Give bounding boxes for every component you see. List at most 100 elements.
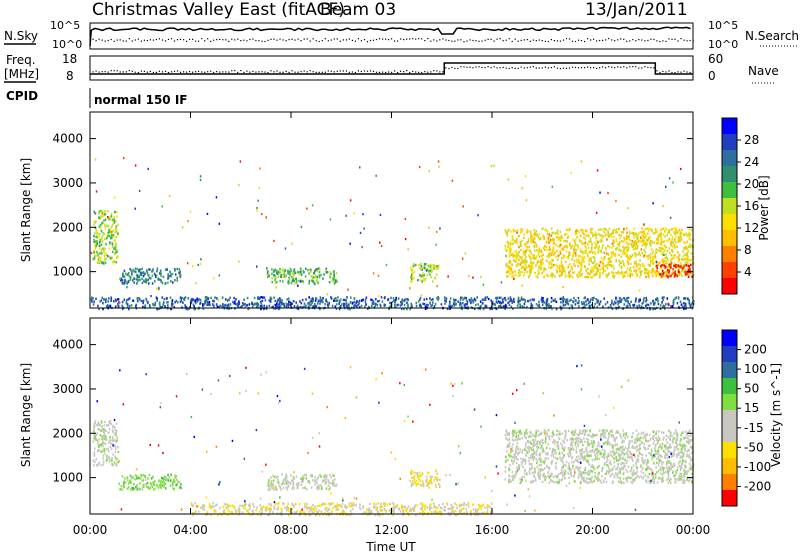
data-point bbox=[147, 278, 149, 281]
data-point bbox=[264, 299, 267, 302]
data-point bbox=[102, 261, 105, 264]
data-point bbox=[345, 299, 347, 302]
data-point bbox=[394, 305, 396, 308]
data-point bbox=[549, 447, 551, 450]
data-point bbox=[529, 268, 531, 272]
data-point bbox=[97, 258, 100, 261]
data-point bbox=[629, 266, 632, 270]
data-point bbox=[612, 303, 615, 306]
data-point bbox=[656, 269, 658, 273]
nave-dot bbox=[183, 71, 185, 73]
data-point bbox=[202, 303, 205, 307]
data-point bbox=[666, 265, 669, 269]
data-point bbox=[684, 480, 686, 483]
data-point bbox=[379, 303, 382, 306]
data-point bbox=[595, 211, 598, 214]
data-point bbox=[535, 303, 538, 306]
data-point bbox=[281, 299, 283, 302]
data-point bbox=[550, 274, 552, 277]
data-point bbox=[676, 273, 678, 277]
data-point bbox=[150, 483, 153, 486]
data-point bbox=[533, 245, 535, 248]
data-point bbox=[666, 297, 669, 300]
data-point bbox=[521, 228, 524, 232]
data-point bbox=[275, 286, 277, 289]
nsearch-dot bbox=[388, 39, 390, 41]
data-point bbox=[190, 301, 193, 305]
data-point bbox=[647, 257, 649, 260]
data-point bbox=[289, 274, 291, 278]
nsearch-dot bbox=[98, 38, 100, 40]
data-point bbox=[166, 297, 168, 300]
data-point bbox=[519, 273, 521, 277]
data-point bbox=[293, 273, 296, 276]
data-point bbox=[644, 235, 647, 239]
data-point bbox=[117, 450, 120, 454]
data-point bbox=[557, 254, 560, 258]
data-point bbox=[530, 305, 532, 309]
colorbar-tick-label: 4 bbox=[744, 265, 752, 279]
data-point bbox=[657, 435, 660, 438]
data-point bbox=[237, 303, 240, 306]
nsearch-dot bbox=[113, 40, 115, 42]
data-point bbox=[428, 270, 430, 273]
data-point bbox=[606, 264, 608, 267]
data-point bbox=[662, 251, 664, 254]
data-point bbox=[636, 246, 639, 250]
data-point bbox=[670, 244, 673, 247]
data-point bbox=[127, 280, 130, 284]
data-point bbox=[609, 257, 611, 261]
data-point bbox=[228, 307, 230, 310]
nsearch-dot bbox=[357, 38, 359, 40]
data-point bbox=[623, 238, 626, 242]
data-point bbox=[99, 443, 102, 447]
data-point bbox=[586, 451, 589, 454]
data-point bbox=[114, 450, 117, 454]
nsearch-dot bbox=[285, 40, 287, 42]
data-point bbox=[370, 298, 372, 301]
data-point bbox=[308, 302, 311, 305]
data-point bbox=[535, 274, 537, 278]
data-point bbox=[642, 235, 645, 238]
data-point bbox=[605, 233, 607, 236]
data-point bbox=[101, 235, 104, 238]
data-point bbox=[223, 304, 226, 307]
data-point bbox=[429, 481, 431, 484]
data-point bbox=[690, 466, 693, 469]
data-point bbox=[127, 298, 130, 301]
data-point bbox=[688, 467, 691, 470]
data-point bbox=[584, 229, 587, 232]
data-point bbox=[438, 482, 440, 486]
data-point bbox=[615, 248, 617, 251]
data-point bbox=[101, 237, 103, 240]
nave-dot bbox=[330, 70, 332, 72]
data-point bbox=[148, 276, 151, 280]
data-point bbox=[428, 226, 430, 229]
data-point bbox=[634, 254, 636, 257]
data-point bbox=[551, 272, 553, 275]
data-point bbox=[526, 246, 529, 249]
data-point bbox=[287, 305, 290, 308]
data-point bbox=[276, 475, 278, 478]
data-point bbox=[517, 300, 519, 303]
data-point bbox=[561, 268, 563, 271]
data-point bbox=[544, 459, 546, 463]
data-point bbox=[505, 304, 508, 308]
data-point bbox=[412, 277, 415, 280]
data-point bbox=[117, 305, 120, 308]
data-point bbox=[678, 253, 681, 257]
data-point bbox=[284, 247, 287, 250]
nave-dot bbox=[620, 66, 622, 68]
data-point bbox=[653, 260, 655, 264]
data-point bbox=[318, 276, 321, 279]
data-point bbox=[93, 425, 96, 429]
data-point bbox=[423, 264, 426, 268]
data-point bbox=[324, 478, 326, 482]
data-point bbox=[602, 305, 604, 309]
data-point bbox=[126, 286, 128, 289]
data-point bbox=[473, 297, 476, 300]
data-point bbox=[95, 228, 98, 232]
data-point bbox=[616, 467, 618, 471]
data-point bbox=[658, 233, 661, 236]
nsearch-dot bbox=[662, 40, 664, 42]
